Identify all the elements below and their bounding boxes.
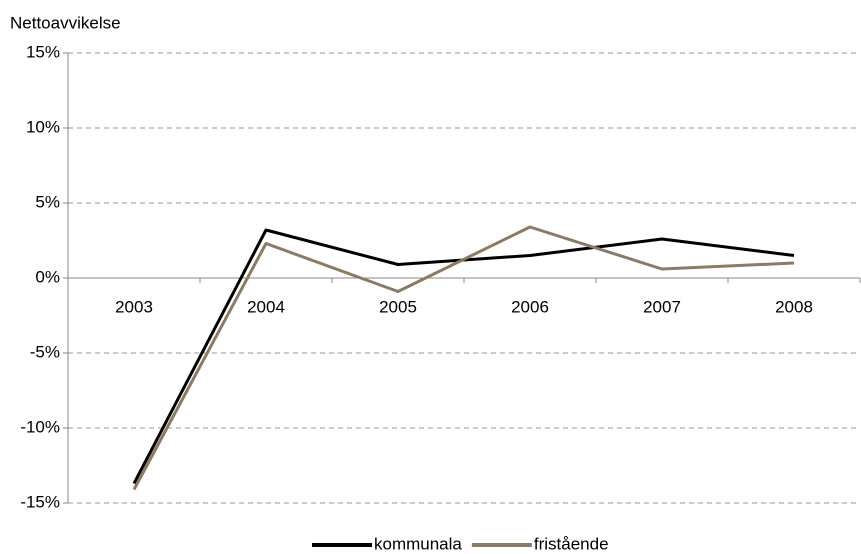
x-tick-label: 2004 bbox=[247, 297, 285, 316]
x-tick-label: 2003 bbox=[115, 297, 153, 316]
y-tick-label: 5% bbox=[35, 192, 60, 211]
y-tick-label: 0% bbox=[35, 267, 60, 286]
x-tick-label: 2008 bbox=[775, 297, 813, 316]
x-tick-label: 2005 bbox=[379, 297, 417, 316]
y-tick-label: -10% bbox=[20, 417, 60, 436]
x-tick-label: 2006 bbox=[511, 297, 549, 316]
legend-label: kommunala bbox=[374, 534, 462, 553]
y-axis-title: Nettoavvikelse bbox=[10, 13, 121, 32]
x-tick-label: 2007 bbox=[643, 297, 681, 316]
series-line bbox=[132, 225, 795, 491]
y-tick-label: 15% bbox=[26, 42, 60, 61]
legend-label: fristående bbox=[534, 534, 609, 553]
y-tick-label: -15% bbox=[20, 492, 60, 511]
y-tick-label: 10% bbox=[26, 117, 60, 136]
y-tick-label: -5% bbox=[30, 342, 60, 361]
